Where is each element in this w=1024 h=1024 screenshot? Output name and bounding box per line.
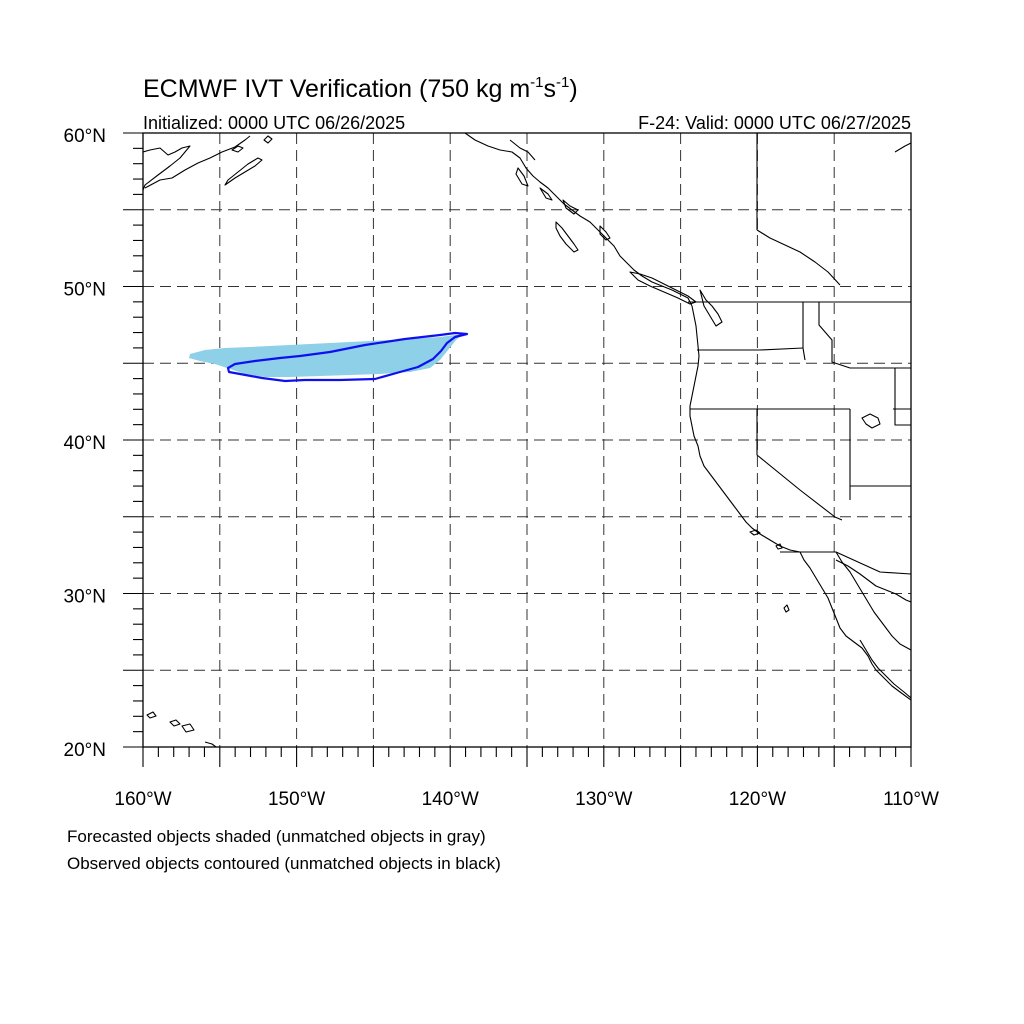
coastlines: [143, 133, 911, 747]
lat-label: 60°N: [64, 126, 106, 147]
valid-time-label: F-24: Valid: 0000 UTC 06/27/2025: [638, 113, 911, 133]
plot-title: ECMWF IVT Verification (750 kg m-1s-1): [143, 74, 578, 103]
initialized-label: Initialized: 0000 UTC 06/26/2025: [143, 113, 405, 133]
lon-label: 110°W: [883, 789, 939, 810]
longitude-labels: 160°W 150°W 140°W 130°W 120°W 110°W: [114, 789, 939, 810]
lon-label: 140°W: [422, 789, 479, 810]
observed-object-contour: [226, 331, 469, 383]
lon-label: 120°W: [729, 789, 786, 810]
footnote-forecast: Forecasted objects shaded (unmatched obj…: [67, 827, 486, 846]
lat-label: 20°N: [64, 740, 106, 761]
lon-label: 130°W: [575, 789, 632, 810]
footnote-observed: Observed objects contoured (unmatched ob…: [67, 854, 501, 873]
lat-label: 50°N: [64, 280, 106, 301]
latitude-labels: 60°N 50°N 40°N 30°N 20°N: [64, 126, 106, 761]
axis-ticks: [123, 132, 912, 767]
graticule-grid: [143, 133, 911, 747]
lat-label: 30°N: [64, 587, 106, 608]
forecast-object-shading: [189, 335, 462, 377]
lon-label: 150°W: [268, 789, 325, 810]
lat-label: 40°N: [64, 433, 106, 454]
lon-label: 160°W: [114, 789, 171, 810]
